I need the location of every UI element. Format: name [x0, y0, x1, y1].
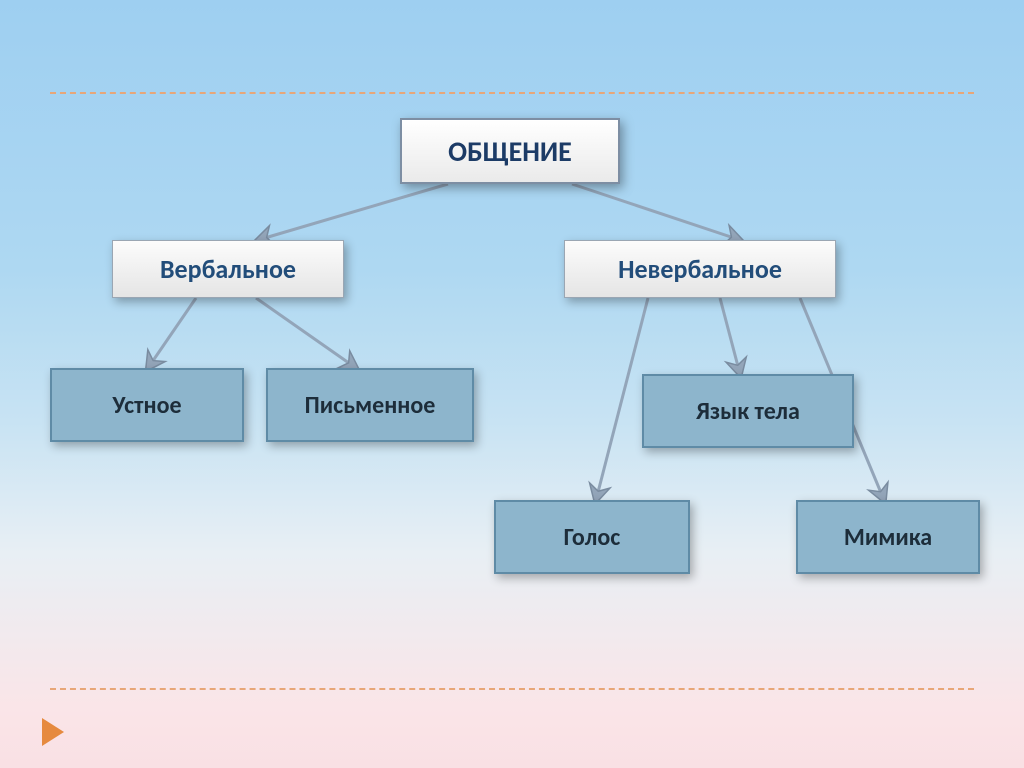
nav-arrow-icon[interactable]: [42, 718, 64, 746]
node-voice: Голос: [494, 500, 690, 574]
divider-top: [50, 92, 974, 94]
node-verbal-label: Вербальное: [160, 253, 296, 285]
node-voice-label: Голос: [564, 523, 621, 552]
node-written: Письменное: [266, 368, 474, 442]
node-bodylang-label: Язык тела: [696, 397, 800, 426]
node-mimic-label: Мимика: [844, 523, 932, 552]
node-nonverbal: Невербальное: [564, 240, 836, 298]
node-oral-label: Устное: [112, 391, 181, 420]
divider-bottom: [50, 688, 974, 690]
node-bodylang: Язык тела: [642, 374, 854, 448]
node-nonverbal-label: Невербальное: [618, 253, 782, 285]
node-oral: Устное: [50, 368, 244, 442]
node-written-label: Письменное: [305, 391, 436, 420]
node-root: ОБЩЕНИЕ: [400, 118, 620, 184]
node-mimic: Мимика: [796, 500, 980, 574]
node-root-label: ОБЩЕНИЕ: [448, 134, 572, 169]
node-verbal: Вербальное: [112, 240, 344, 298]
